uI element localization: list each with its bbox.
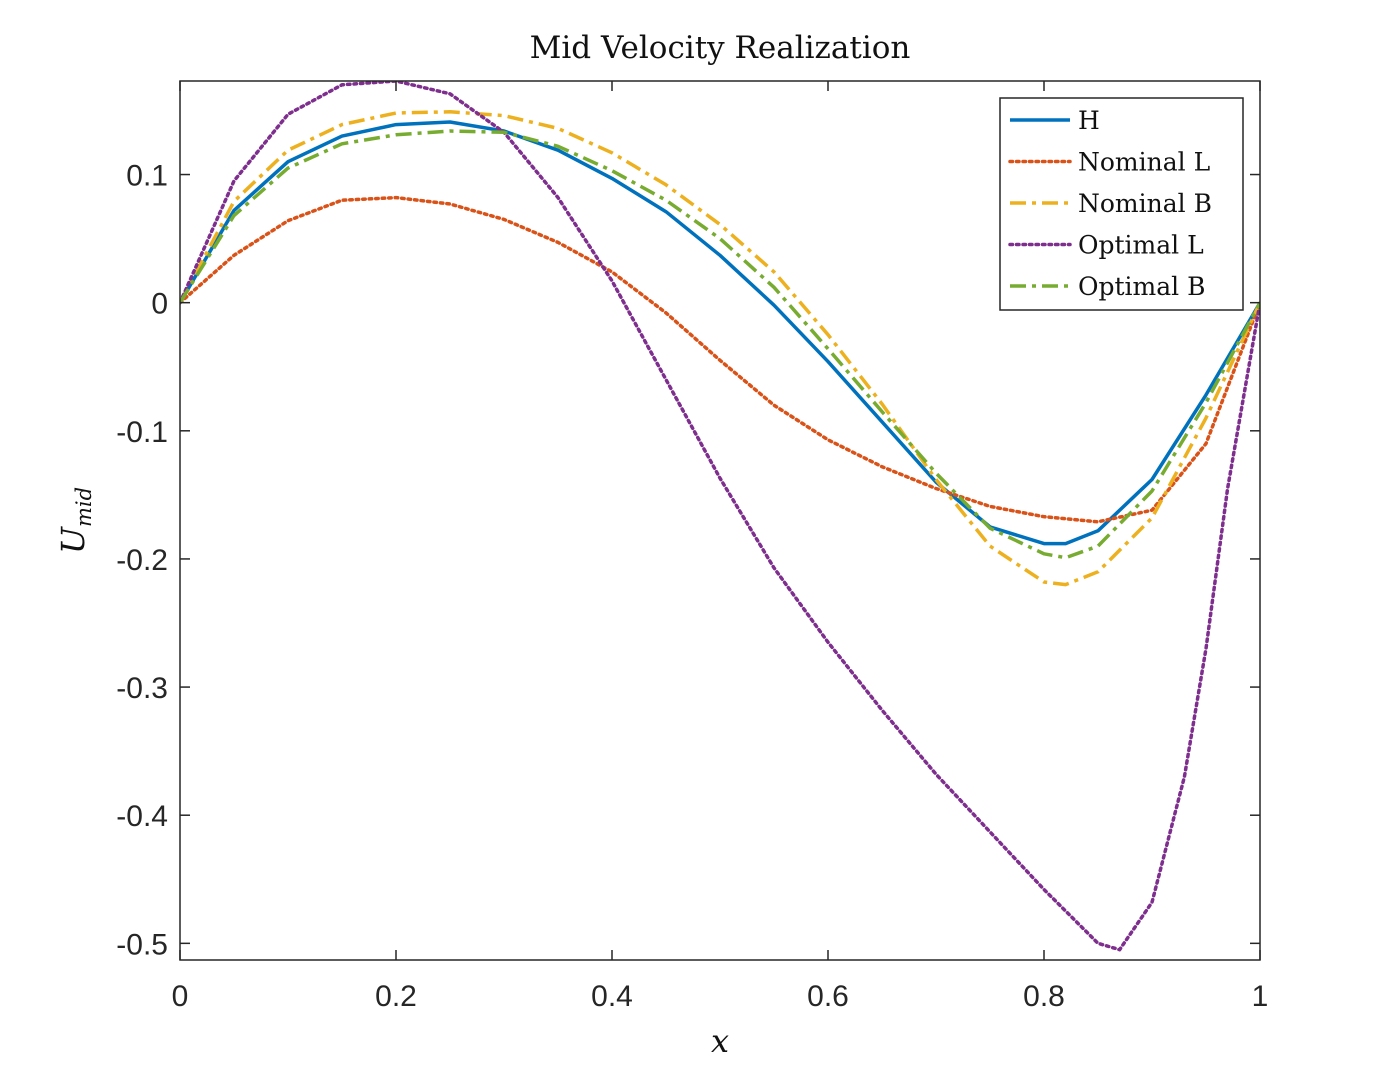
series-layer xyxy=(180,81,1260,952)
legend-entry-label: Nominal B xyxy=(1078,189,1212,218)
x-tick-label: 0 xyxy=(172,980,189,1013)
legend-entry-label: H xyxy=(1078,106,1100,135)
x-axis-label: x xyxy=(711,1022,729,1060)
y-axis-label: Umid xyxy=(54,487,96,554)
y-tick-label: -0.5 xyxy=(116,928,168,961)
x-tick-label: 0.6 xyxy=(807,980,849,1013)
y-tick-label: 0 xyxy=(151,288,168,321)
y-axis-label-subscript: mid xyxy=(72,487,96,527)
plot-frame xyxy=(179,80,1261,961)
y-tick-label: -0.1 xyxy=(116,416,168,449)
legend-entry-label: Optimal B xyxy=(1078,272,1205,301)
legend-entry-label: Nominal L xyxy=(1078,148,1210,177)
y-axis-label-base: U xyxy=(54,526,92,554)
chart-title: Mid Velocity Realization xyxy=(530,30,911,66)
legend-entry-label: Optimal L xyxy=(1078,231,1204,260)
x-tick-label: 1 xyxy=(1252,980,1269,1013)
y-tick-label: -0.4 xyxy=(116,800,168,833)
x-tick-label: 0.4 xyxy=(591,980,633,1013)
series-line-optimal-b xyxy=(180,129,1260,560)
legend-box xyxy=(999,97,1244,311)
y-tick-label: -0.3 xyxy=(116,672,168,705)
y-tick-label: 0.1 xyxy=(126,160,168,193)
series-group xyxy=(180,81,1260,952)
legend: H Nominal L Nominal B Optimal L Optimal B xyxy=(999,97,1244,311)
y-tick-label: -0.2 xyxy=(116,544,168,577)
series-line-h xyxy=(180,120,1260,546)
x-tick-label: 0.8 xyxy=(1023,980,1065,1013)
series-line-nominal-l xyxy=(180,195,1260,524)
x-tick-label: 0.2 xyxy=(375,980,417,1013)
tick-layer: 0 0.2 0.4 0.6 0.8 1 0.1 0 -0.1 -0.2 -0.3 -0.4 -0.5 xyxy=(116,81,1268,1013)
